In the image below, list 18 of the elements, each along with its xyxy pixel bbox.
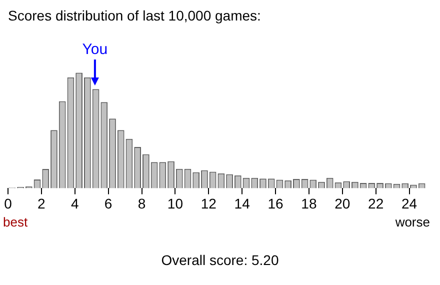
x-tick-label: 14 [234,195,250,212]
x-tick-label: 0 [4,195,12,212]
x-tick-label: 8 [138,195,146,212]
x-tick-label: 22 [368,195,384,212]
x-tick-label: 6 [104,195,112,212]
x-tick-label: 10 [167,195,184,212]
x-tick-label: 4 [70,195,79,212]
x-tick-label: 12 [200,195,217,212]
chart-title: Scores distribution of last 10,000 games: [8,7,261,24]
text: worse [394,214,430,230]
text: Overall score: 5.20 [161,252,279,268]
annotation: You [82,41,108,58]
text: best [3,214,28,230]
x-tick-label: 24 [401,195,418,212]
x-tick-label: 20 [334,195,350,212]
x-tick-label: 2 [38,195,46,212]
x-tick-label: 16 [268,195,284,212]
x-tick-label: 18 [301,195,317,212]
